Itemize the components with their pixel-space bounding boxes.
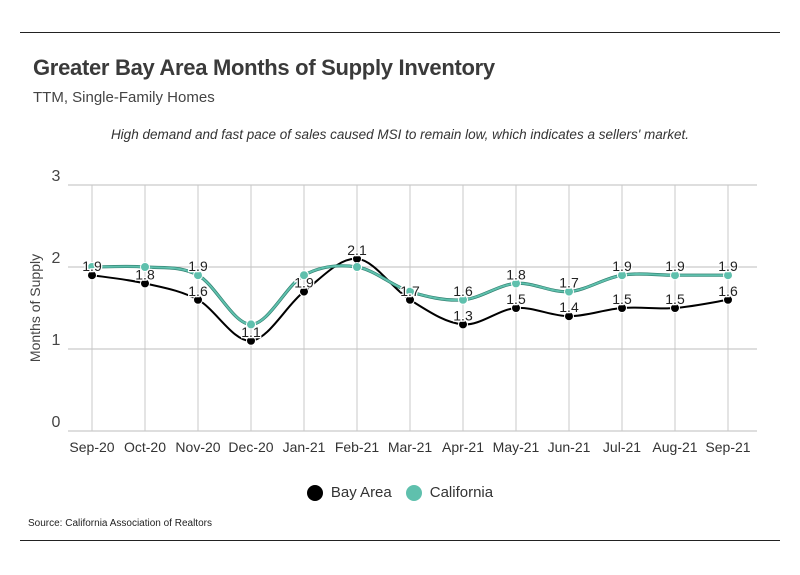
legend-item-california[interactable]: California [405, 484, 494, 501]
y-tick-label: 0 [52, 414, 61, 431]
chart-subtitle: TTM, Single-Family Homes [33, 89, 215, 106]
data-label-bay-area: 1.5 [612, 291, 632, 307]
data-label-california: 1.9 [718, 258, 738, 274]
data-point-california [511, 278, 521, 289]
data-point-california [723, 270, 733, 281]
data-label-california: 1.9 [665, 258, 685, 274]
x-tick-label: Oct-20 [124, 439, 166, 455]
x-tick-label: Sep-21 [705, 439, 750, 455]
data-point-bay-area [511, 303, 521, 313]
source-note: Source: California Association of Realto… [28, 518, 212, 529]
data-label-bay-area: 1.6 [718, 283, 738, 299]
data-point-bay-area [458, 319, 468, 330]
x-tick-label: May-21 [493, 439, 540, 455]
x-tick-label: Sep-20 [69, 439, 114, 455]
data-label-california: 1.7 [559, 275, 579, 291]
data-point-california [617, 270, 627, 281]
y-tick-label: 1 [52, 332, 61, 349]
x-tick-label: Mar-21 [388, 439, 433, 455]
data-label-bay-area: 2.1 [347, 242, 367, 258]
legend: Bay Area California [0, 484, 800, 501]
data-point-bay-area [617, 303, 627, 313]
legend-swatch-california [405, 484, 422, 501]
x-tick-label: Feb-21 [335, 439, 380, 455]
x-tick-label: Aug-21 [652, 439, 697, 455]
data-point-california [87, 262, 97, 272]
data-label-bay-area: 1.9 [82, 258, 102, 274]
data-point-bay-area [140, 278, 150, 289]
data-label-bay-area: 1.3 [453, 307, 473, 323]
y-axis-label: Months of Supply [27, 254, 43, 362]
chart-title: Greater Bay Area Months of Supply Invent… [33, 55, 495, 80]
x-tick-label: Dec-20 [228, 439, 273, 455]
data-point-bay-area [299, 286, 309, 297]
y-tick-label: 2 [52, 250, 61, 267]
y-tick-label: 3 [52, 168, 61, 185]
data-point-bay-area [670, 303, 680, 313]
data-label-bay-area: 1.8 [135, 266, 155, 282]
data-label-bay-area: 1.1 [241, 324, 261, 340]
data-point-california [670, 270, 680, 281]
data-point-california [246, 319, 256, 330]
top-rule [20, 32, 780, 33]
data-point-bay-area [246, 335, 256, 346]
legend-swatch-bay-area [306, 484, 323, 501]
data-point-california [405, 286, 415, 297]
data-label-bay-area: 1.6 [188, 283, 208, 299]
bottom-rule [20, 540, 780, 541]
data-label-california: 1.6 [453, 283, 473, 299]
data-point-california [140, 262, 150, 272]
x-tick-label: Apr-21 [442, 439, 484, 455]
data-label-bay-area: 1.4 [559, 299, 579, 315]
chart-annotation: High demand and fast pace of sales cause… [110, 127, 690, 142]
x-tick-label: Jan-21 [283, 439, 326, 455]
data-point-california [564, 286, 574, 297]
x-tick-label: Jul-21 [603, 439, 641, 455]
data-point-california [193, 270, 203, 281]
data-label-bay-area: 1.9 [294, 275, 314, 291]
x-tick-label: Nov-20 [175, 439, 220, 455]
data-point-bay-area [193, 294, 203, 305]
legend-label-california: California [429, 484, 494, 501]
data-point-bay-area [723, 294, 733, 305]
data-label-california: 1.9 [188, 258, 208, 274]
data-label-bay-area: 1.5 [506, 291, 526, 307]
legend-label-bay-area: Bay Area [330, 484, 392, 501]
x-tick-label: Jun-21 [548, 439, 591, 455]
data-label-california: 1.9 [612, 258, 632, 274]
data-point-california [299, 270, 309, 281]
data-point-california [458, 294, 468, 305]
data-label-bay-area: 1.7 [400, 283, 420, 299]
legend-item-bay-area[interactable]: Bay Area [306, 484, 392, 501]
data-point-bay-area [564, 311, 574, 322]
data-label-bay-area: 1.5 [665, 291, 685, 307]
data-label-california: 1.8 [506, 266, 526, 282]
data-point-california [352, 262, 362, 272]
